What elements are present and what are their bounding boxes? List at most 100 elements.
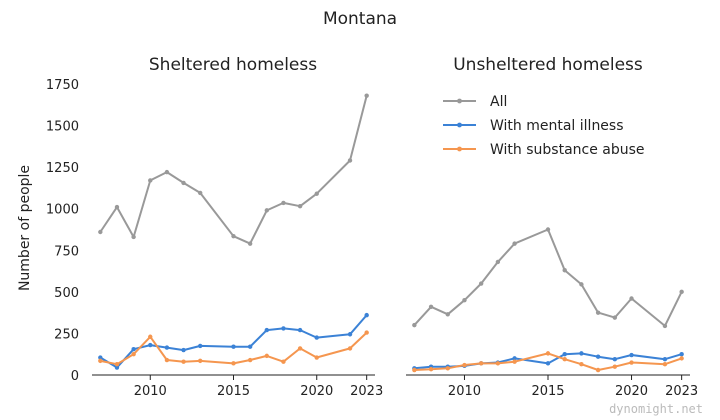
- right-data-point: [462, 362, 467, 368]
- left-data-point: [347, 346, 353, 351]
- right-data-point: [478, 361, 484, 366]
- left-data-point: [247, 344, 253, 349]
- left-x-tick-label: 2023: [350, 384, 383, 399]
- right-x-tick-label: 2020: [615, 384, 648, 399]
- left-data-point: [264, 353, 269, 359]
- legend-marker: [457, 98, 462, 104]
- left-data-point: [347, 158, 353, 163]
- left-x-tick-label: 2010: [134, 384, 167, 399]
- left-panel-title: Sheltered homeless: [149, 55, 317, 75]
- right-x-tick-label: 2015: [531, 384, 564, 399]
- y-tick-label: 500: [54, 286, 79, 301]
- left-data-point: [231, 233, 236, 239]
- right-data-point: [545, 227, 551, 232]
- right-data-point: [679, 356, 684, 361]
- right-data-point: [545, 351, 551, 356]
- left-data-point: [364, 93, 369, 98]
- left-data-point: [281, 359, 286, 364]
- legend-entry: With substance abuse: [490, 142, 645, 158]
- left-data-point: [364, 312, 369, 318]
- left-data-point: [164, 345, 170, 350]
- left-data-point: [347, 332, 353, 337]
- right-data-point: [495, 259, 501, 265]
- right-data-point: [562, 357, 567, 362]
- y-tick-label: 250: [54, 327, 79, 342]
- left-data-point: [98, 355, 103, 360]
- legend-entry: With mental illness: [490, 118, 624, 134]
- right-data-point: [662, 361, 668, 367]
- right-data-point: [428, 366, 434, 372]
- left-data-point: [231, 361, 236, 366]
- right-data-point: [612, 364, 618, 369]
- left-data-point: [98, 229, 103, 235]
- right-data-point: [629, 360, 634, 365]
- right-data-point: [579, 282, 584, 287]
- right-data-point: [629, 352, 634, 358]
- legend-marker: [457, 122, 462, 128]
- left-data-point: [131, 234, 136, 240]
- left-series-line-1: [99, 314, 368, 369]
- y-tick-label: 0: [71, 369, 79, 384]
- left-data-point: [164, 357, 170, 363]
- y-tick-label: 750: [54, 244, 79, 259]
- left-data-point: [314, 355, 319, 360]
- right-data-point: [478, 281, 484, 286]
- right-data-point: [629, 296, 634, 301]
- left-data-point: [198, 358, 203, 364]
- right-data-point: [495, 361, 501, 366]
- right-data-point: [612, 357, 618, 362]
- right-data-point: [612, 315, 618, 320]
- right-panel: 2010 2015 2020 2023: [412, 227, 698, 399]
- left-data-point: [281, 326, 286, 331]
- left-data-point: [281, 200, 286, 206]
- legend-marker: [457, 146, 462, 152]
- left-data-point: [114, 204, 120, 210]
- left-data-point: [181, 347, 186, 353]
- right-data-point: [412, 367, 417, 373]
- left-data-point: [164, 169, 170, 175]
- left-data-point: [148, 178, 153, 183]
- right-x-tick-label: 2023: [665, 384, 698, 399]
- legend-entry: All: [490, 94, 507, 110]
- left-data-point: [131, 347, 136, 352]
- right-data-point: [445, 366, 450, 371]
- left-data-point: [297, 346, 303, 351]
- left-data-point: [297, 204, 303, 209]
- right-data-point: [512, 359, 517, 364]
- right-x-tick-label: 2010: [448, 384, 481, 399]
- left-x-tick-label: 2020: [300, 384, 333, 399]
- left-data-point: [114, 361, 120, 367]
- right-data-point: [579, 351, 584, 356]
- y-tick-label: 1000: [46, 203, 79, 218]
- left-data-point: [297, 327, 303, 333]
- right-data-point: [562, 268, 567, 273]
- left-panel: 2010 2015 2020 2023 0 250 500 750 1000 1250 1500 17…: [46, 78, 383, 399]
- legend: All With mental illness With substance abu…: [443, 94, 645, 158]
- right-series-line-0: [413, 228, 683, 327]
- left-x-tick-label: 2015: [217, 384, 250, 399]
- y-tick-label: 1750: [46, 78, 79, 93]
- right-data-point: [562, 352, 567, 357]
- left-data-point: [131, 352, 136, 357]
- right-data-point: [595, 367, 601, 373]
- left-data-point: [181, 359, 186, 364]
- right-data-point: [512, 356, 517, 361]
- right-data-point: [679, 352, 684, 357]
- right-data-point: [662, 357, 668, 362]
- left-data-point: [264, 208, 269, 213]
- right-data-point: [412, 322, 417, 328]
- right-data-point: [679, 289, 684, 295]
- right-panel-title: Unsheltered homeless: [453, 55, 643, 75]
- y-tick-label: 1500: [46, 120, 79, 135]
- left-data-point: [364, 330, 369, 335]
- left-data-point: [114, 365, 120, 370]
- right-data-point: [462, 297, 467, 303]
- right-data-point: [512, 241, 517, 246]
- right-data-point: [428, 304, 434, 310]
- left-data-point: [198, 343, 203, 349]
- right-data-point: [579, 361, 584, 367]
- y-axis-label: Number of people: [17, 165, 33, 291]
- figure-title: Montana: [323, 9, 397, 29]
- left-data-point: [247, 357, 253, 363]
